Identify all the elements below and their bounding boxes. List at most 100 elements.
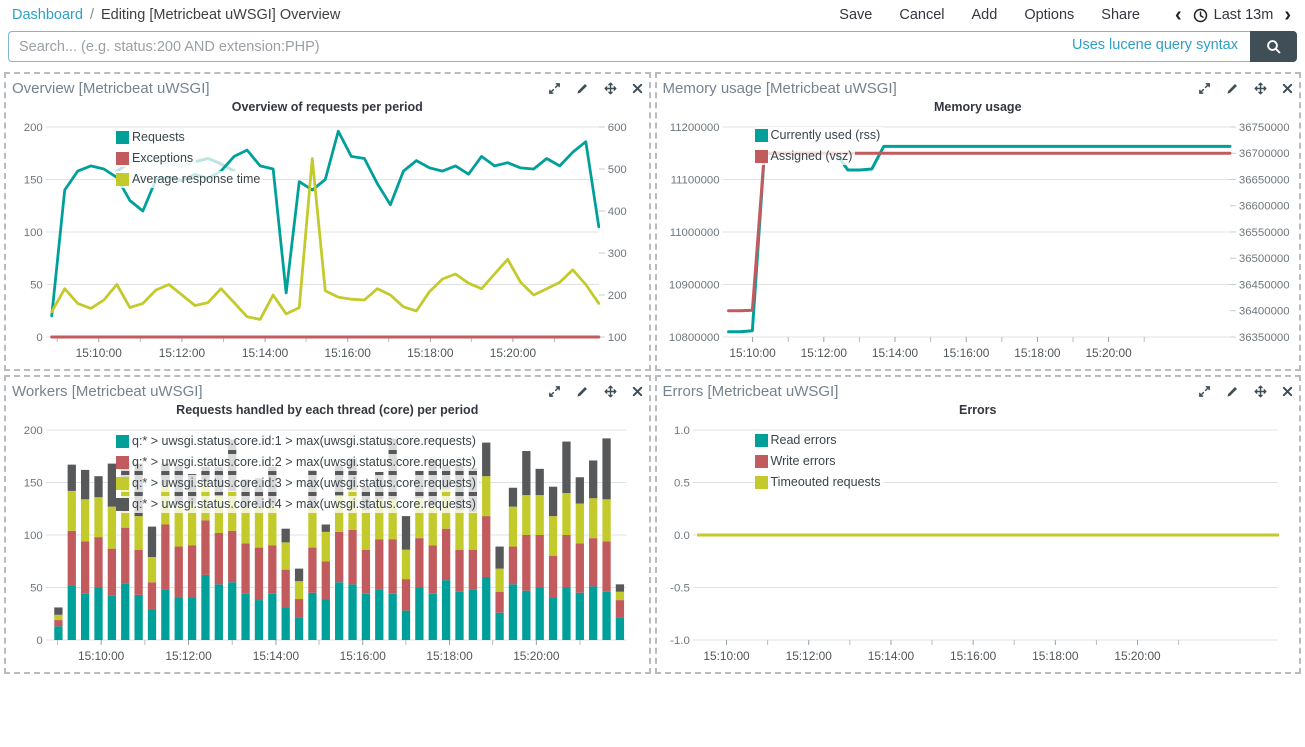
bar-segment[interactable] [615, 600, 625, 618]
bar-segment[interactable] [54, 620, 63, 627]
bar-segment[interactable] [80, 593, 90, 640]
bar-segment[interactable] [562, 493, 571, 535]
bar-segment[interactable] [308, 592, 317, 640]
bar-segment[interactable] [335, 582, 344, 640]
bar-segment[interactable] [348, 458, 357, 490]
move-icon[interactable] [604, 385, 617, 398]
legend-item[interactable]: q:* > uwsgi.status.core.id:4 > max(uwsgi… [116, 496, 479, 513]
bar-segment[interactable] [54, 626, 63, 640]
bar-segment[interactable] [214, 532, 223, 585]
bar-segment[interactable] [94, 587, 103, 641]
time-picker[interactable]: Last 13m [1193, 7, 1273, 23]
bar-segment[interactable] [522, 590, 531, 640]
bar-segment[interactable] [589, 498, 598, 539]
bar-segment[interactable] [615, 591, 625, 601]
bar-segment[interactable] [268, 593, 277, 640]
bar-segment[interactable] [441, 528, 451, 581]
bar-segment[interactable] [575, 543, 584, 593]
bar-segment[interactable] [589, 460, 598, 499]
bar-segment[interactable] [401, 579, 411, 611]
bar-segment[interactable] [441, 580, 451, 640]
bar-segment[interactable] [335, 495, 344, 532]
close-icon[interactable] [632, 386, 643, 397]
bar-segment[interactable] [80, 541, 90, 594]
close-icon[interactable] [1282, 83, 1293, 94]
bar-segment[interactable] [281, 528, 290, 543]
bar-segment[interactable] [375, 589, 384, 640]
bar-segment[interactable] [294, 581, 304, 600]
bar-segment[interactable] [468, 589, 478, 640]
legend-item[interactable]: Write errors [754, 453, 839, 470]
bar-segment[interactable] [375, 499, 384, 540]
bar-segment[interactable] [388, 499, 397, 540]
bar-segment[interactable] [121, 461, 130, 488]
bar-segment[interactable] [482, 476, 491, 517]
bar-segment[interactable] [615, 584, 625, 592]
bar-segment[interactable] [134, 516, 143, 550]
bar-segment[interactable] [67, 530, 76, 586]
bar-segment[interactable] [321, 599, 330, 640]
chevron-right-icon[interactable]: › [1284, 4, 1291, 26]
bar-segment[interactable] [228, 530, 237, 583]
bar-segment[interactable] [455, 509, 464, 550]
bar-segment[interactable] [187, 545, 197, 599]
bar-segment[interactable] [602, 438, 611, 500]
bar-segment[interactable] [147, 557, 157, 583]
bar-segment[interactable] [94, 537, 103, 588]
bar-segment[interactable] [80, 499, 90, 542]
bar-segment[interactable] [281, 569, 290, 608]
legend-item[interactable]: q:* > uwsgi.status.core.id:2 > max(uwsgi… [116, 454, 479, 471]
bar-segment[interactable] [294, 599, 304, 618]
bar-segment[interactable] [134, 594, 143, 640]
bar-segment[interactable] [67, 490, 76, 531]
bar-segment[interactable] [401, 610, 411, 640]
bar-segment[interactable] [201, 466, 210, 483]
bar-segment[interactable] [535, 535, 544, 588]
bar-segment[interactable] [134, 549, 143, 595]
expand-icon[interactable] [1198, 82, 1211, 95]
bar-segment[interactable] [187, 503, 197, 546]
cancel-button[interactable]: Cancel [899, 7, 945, 23]
bar-segment[interactable] [495, 546, 504, 569]
chevron-left-icon[interactable]: ‹ [1175, 4, 1182, 26]
bar-segment[interactable] [589, 538, 598, 587]
bar-segment[interactable] [589, 586, 598, 640]
bar-segment[interactable] [535, 468, 544, 496]
bar-segment[interactable] [107, 595, 117, 640]
bar-segment[interactable] [401, 516, 411, 550]
legend-item[interactable]: q:* > uwsgi.status.core.id:3 > max(uwsgi… [116, 475, 479, 492]
legend-item[interactable]: Currently used (rss) [754, 127, 884, 144]
bar-segment[interactable] [161, 589, 170, 640]
bar-segment[interactable] [428, 545, 437, 594]
search-input[interactable] [8, 31, 1250, 62]
bar-segment[interactable] [94, 476, 103, 498]
bar-segment[interactable] [602, 499, 611, 542]
bar-segment[interactable] [54, 614, 63, 621]
bar-segment[interactable] [562, 587, 571, 641]
bar-segment[interactable] [522, 535, 531, 591]
bar-segment[interactable] [121, 527, 130, 584]
bar-segment[interactable] [67, 585, 76, 640]
bar-segment[interactable] [281, 607, 290, 640]
bar-segment[interactable] [268, 545, 277, 594]
close-icon[interactable] [632, 83, 643, 94]
bar-segment[interactable] [121, 583, 130, 640]
bar-segment[interactable] [575, 592, 584, 640]
save-button[interactable]: Save [839, 7, 873, 23]
bar-segment[interactable] [254, 547, 264, 601]
bar-segment[interactable] [281, 542, 290, 570]
bar-segment[interactable] [548, 486, 558, 517]
bar-segment[interactable] [388, 539, 397, 594]
bar-segment[interactable] [254, 478, 264, 508]
bar-segment[interactable] [187, 598, 197, 640]
bar-segment[interactable] [562, 441, 571, 493]
expand-icon[interactable] [548, 82, 561, 95]
bar-segment[interactable] [415, 538, 424, 588]
bar-segment[interactable] [201, 520, 210, 575]
bar-segment[interactable] [161, 524, 170, 590]
legend-item[interactable]: Timeouted requests [754, 474, 884, 491]
edit-icon[interactable] [1226, 385, 1239, 398]
bar-segment[interactable] [174, 598, 183, 640]
bar-segment[interactable] [348, 529, 357, 585]
legend-item[interactable]: Average response time [116, 171, 264, 188]
